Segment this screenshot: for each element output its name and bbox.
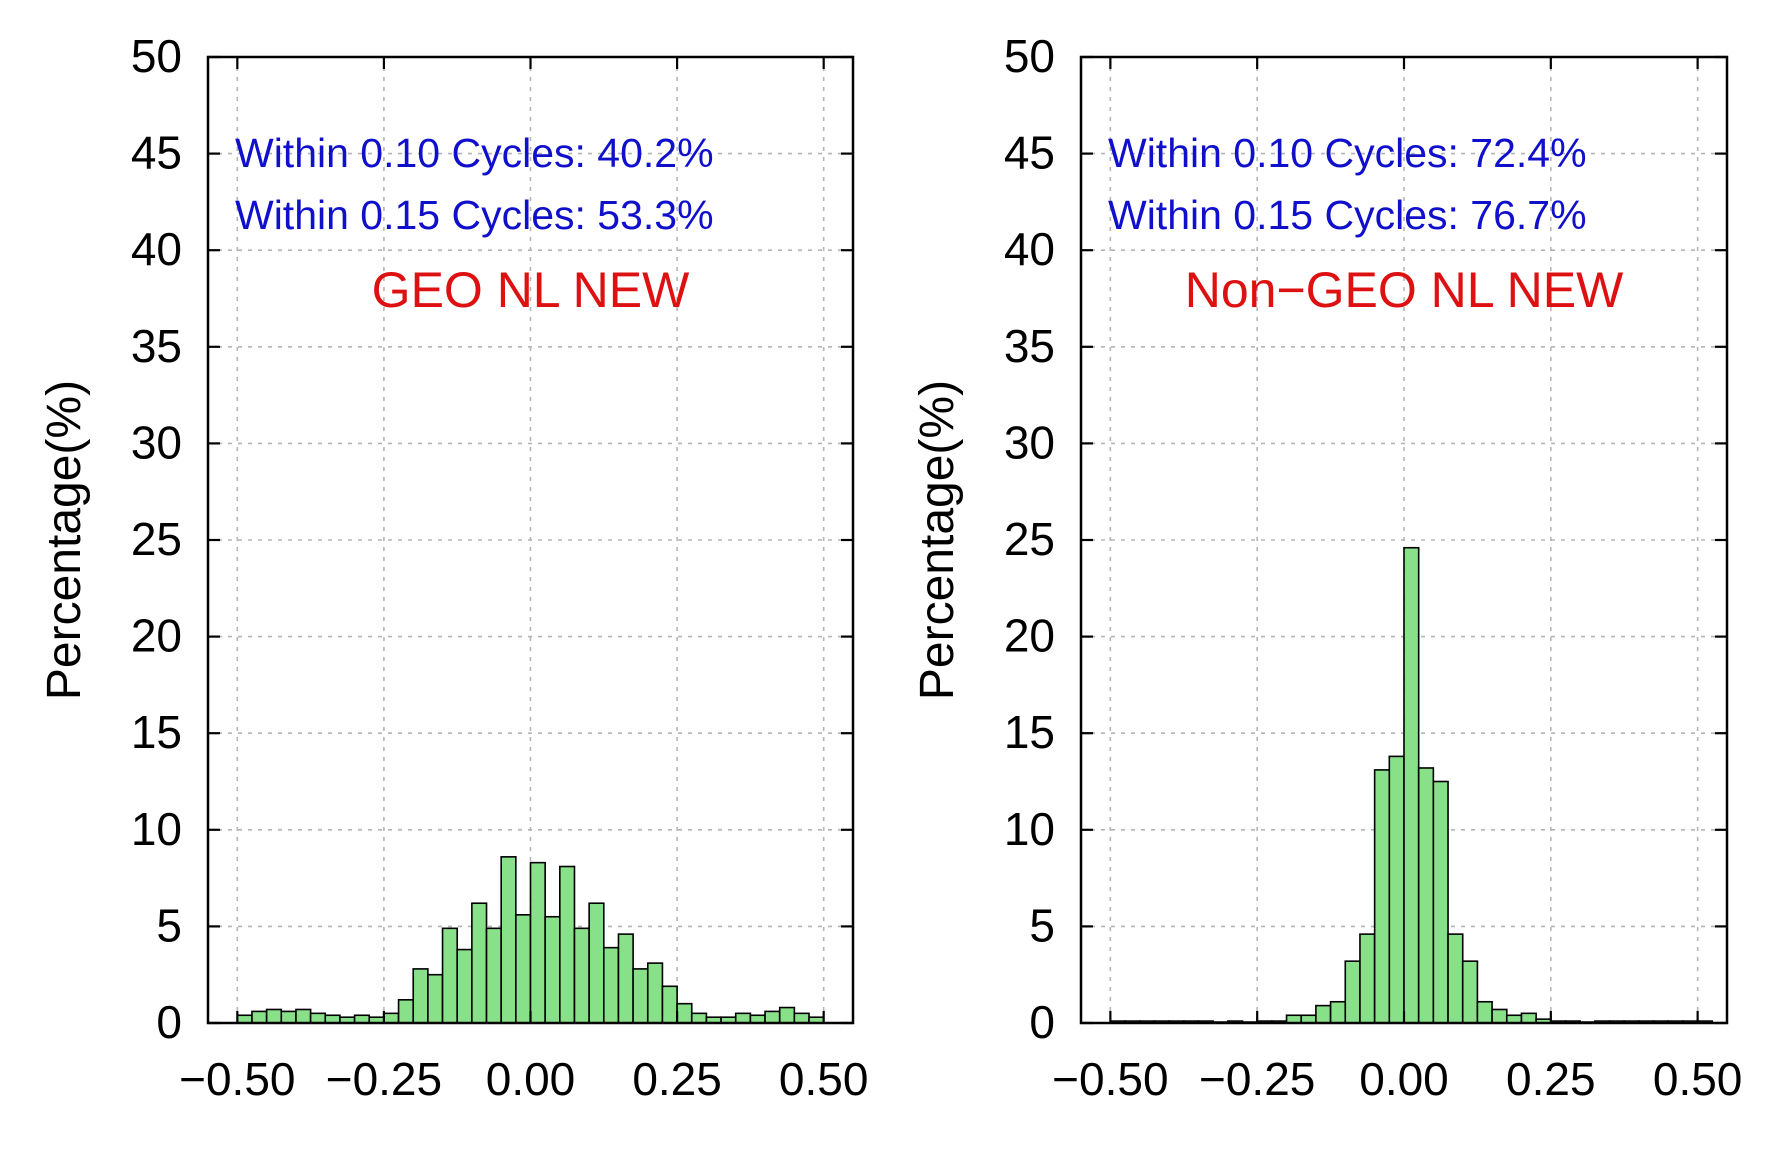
x-tick-label: 0.00 <box>1359 1053 1449 1105</box>
y-tick-label: 15 <box>1004 706 1055 758</box>
bar <box>412 968 429 1024</box>
x-tick-label: −0.25 <box>326 1053 442 1105</box>
x-tick-label: 0.25 <box>632 1053 722 1105</box>
x-tick-label: 0.50 <box>779 1053 869 1105</box>
bar <box>515 914 532 1024</box>
y-tick-label: 35 <box>1004 320 1055 372</box>
bar <box>500 856 517 1024</box>
y-tick-label: 10 <box>1004 803 1055 855</box>
bar <box>397 999 415 1024</box>
bar <box>632 968 649 1024</box>
y-tick-label: 0 <box>1029 996 1055 1048</box>
y-tick-label: 50 <box>1004 30 1055 82</box>
x-tick-label: −0.50 <box>179 1053 295 1105</box>
x-tick-label: −0.50 <box>1052 1053 1168 1105</box>
y-tick-label: 45 <box>1004 127 1055 179</box>
bar <box>1447 933 1464 1024</box>
annotation-text: Within 0.10 Cycles: 72.4% <box>1108 130 1587 176</box>
y-axis-label: Percentage(%) <box>911 380 964 700</box>
bar <box>265 1008 283 1024</box>
y-tick-label: 10 <box>131 803 182 855</box>
y-tick-label: 5 <box>1029 899 1055 951</box>
y-tick-label: 50 <box>131 30 182 82</box>
annotation-text: Within 0.15 Cycles: 53.3% <box>235 192 714 238</box>
annotation-text: Within 0.10 Cycles: 40.2% <box>235 130 714 176</box>
bar <box>690 1012 708 1024</box>
bar <box>1491 1008 1508 1024</box>
bar <box>441 927 459 1024</box>
chart-panel-2: 0 5 10 15 20 25 30 35 40 45 50 −0.50 −0.25 0.00 0.25 0.… <box>911 30 1742 1105</box>
y-tick-label: 30 <box>1004 416 1055 468</box>
bar <box>544 915 561 1024</box>
bar <box>1315 1004 1332 1024</box>
bar <box>427 973 444 1024</box>
bar <box>295 1008 312 1024</box>
x-tick-label: 0.25 <box>1506 1053 1596 1105</box>
bar <box>734 1012 752 1024</box>
bar <box>1476 1000 1493 1024</box>
bar <box>676 1002 693 1024</box>
bar <box>251 1010 268 1024</box>
bar <box>793 1012 810 1024</box>
y-tick-label: 0 <box>156 996 182 1048</box>
bar <box>1329 1000 1347 1024</box>
bar <box>280 1010 297 1024</box>
bar <box>764 1010 781 1024</box>
bar <box>1388 755 1405 1024</box>
bar <box>661 985 678 1024</box>
y-tick-label: 40 <box>1004 223 1055 275</box>
bar <box>646 962 664 1024</box>
y-tick-label: 20 <box>1004 610 1055 662</box>
bar <box>471 902 488 1024</box>
bar <box>1373 769 1391 1024</box>
y-tick-label: 25 <box>131 513 182 565</box>
bar <box>778 1006 796 1024</box>
bar <box>602 946 620 1024</box>
bar <box>456 948 473 1024</box>
bar <box>1520 1012 1537 1024</box>
y-tick-label: 35 <box>131 320 182 372</box>
chart-panel-1: 0 5 10 15 20 25 30 35 40 45 50 −0.50 −0.25 0.00 0.25 0.… <box>38 30 868 1105</box>
x-tick-label: −0.25 <box>1199 1053 1315 1105</box>
y-axis-label: Percentage(%) <box>38 380 91 700</box>
x-tick-label: 0.50 <box>1653 1053 1743 1105</box>
y-tick-label: 45 <box>131 127 182 179</box>
bar <box>1359 933 1376 1024</box>
y-tick-label: 30 <box>131 416 182 468</box>
bar <box>309 1012 327 1024</box>
y-tick-label: 25 <box>1004 513 1055 565</box>
y-tick-label: 15 <box>131 706 182 758</box>
annotation-text: Within 0.15 Cycles: 76.7% <box>1108 192 1587 238</box>
bar <box>559 865 576 1024</box>
bar <box>573 927 590 1024</box>
chart-title: Non−GEO NL NEW <box>1185 262 1624 318</box>
y-tick-label: 20 <box>131 610 182 662</box>
bar <box>588 902 605 1024</box>
x-tick-label: 0.00 <box>486 1053 576 1105</box>
bar <box>1432 780 1449 1024</box>
bar <box>529 861 546 1024</box>
chart-title: GEO NL NEW <box>372 262 690 318</box>
bar <box>1344 960 1361 1024</box>
y-tick-label: 5 <box>156 899 182 951</box>
bar <box>485 927 502 1024</box>
bar <box>383 1012 400 1024</box>
bar <box>1461 960 1479 1024</box>
bar <box>1417 767 1435 1024</box>
bar <box>617 933 634 1024</box>
bar <box>1403 546 1420 1024</box>
y-tick-label: 40 <box>131 223 182 275</box>
